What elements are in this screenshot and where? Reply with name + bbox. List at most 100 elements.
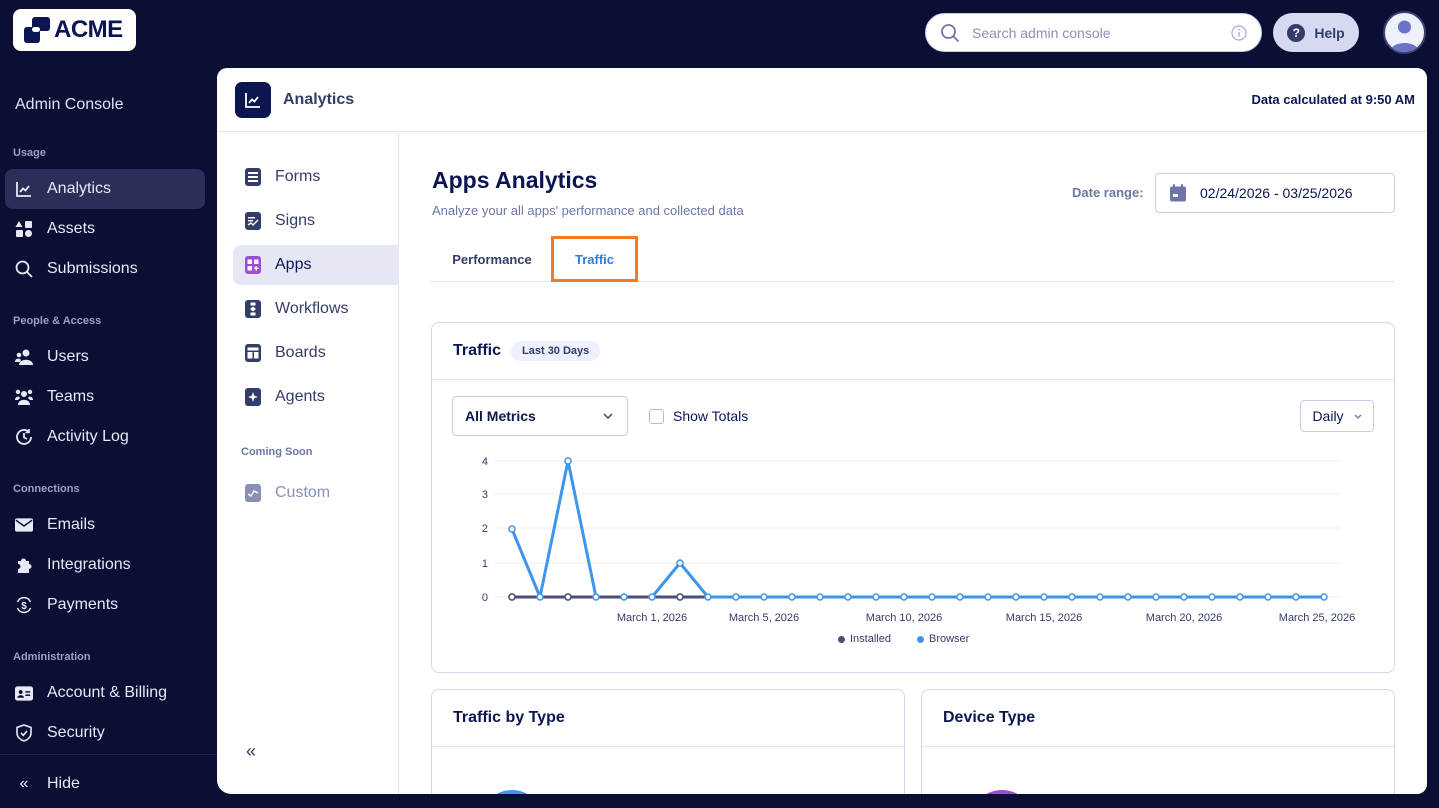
subnav-item-workflows[interactable]: Workflows xyxy=(233,289,399,329)
svg-text:March 10, 2026: March 10, 2026 xyxy=(866,612,942,624)
sign-icon xyxy=(245,212,261,230)
pie-chart-partial xyxy=(480,790,544,794)
history-icon xyxy=(15,428,33,446)
tab-traffic[interactable]: Traffic xyxy=(551,236,638,282)
sidebar-item-teams[interactable]: Teams xyxy=(5,377,205,417)
acme-logo[interactable]: ACME xyxy=(13,9,136,51)
chevron-down-icon xyxy=(1354,414,1362,419)
device-type-card: Device Type xyxy=(921,689,1395,794)
sidebar-item-label: Integrations xyxy=(47,556,131,573)
svg-text:2: 2 xyxy=(482,523,488,535)
dollar-cycle-icon: $ xyxy=(15,596,33,614)
sidebar-item-integrations[interactable]: Integrations xyxy=(5,545,205,585)
legend-browser[interactable]: Browser xyxy=(916,633,969,645)
sidebar-item-activity-log[interactable]: Activity Log xyxy=(5,417,205,457)
help-label: Help xyxy=(1314,24,1345,41)
section-connections: Connections xyxy=(13,483,80,495)
search-bar[interactable] xyxy=(925,13,1262,52)
subnav-item-apps[interactable]: Apps xyxy=(233,245,399,285)
sidebar-item-users[interactable]: Users xyxy=(5,337,205,377)
traffic-card: Traffic Last 30 Days All Metrics Show To… xyxy=(431,322,1395,673)
hide-sidebar-button[interactable]: « Hide xyxy=(5,764,205,804)
logo-text: ACME xyxy=(54,16,123,43)
form-icon xyxy=(245,168,261,186)
sidebar-item-payments[interactable]: $ Payments xyxy=(5,585,205,625)
envelope-icon xyxy=(15,516,33,534)
subnav-item-agents[interactable]: Agents xyxy=(233,377,399,417)
svg-text:1: 1 xyxy=(482,558,488,570)
analytics-subnav: Forms Signs Apps Workflows Boards Agents… xyxy=(217,133,399,794)
svg-text:March 25, 2026: March 25, 2026 xyxy=(1279,612,1355,624)
tab-performance[interactable]: Performance xyxy=(431,236,553,282)
sidebar-item-label: Users xyxy=(47,348,89,365)
legend-installed[interactable]: Installed xyxy=(838,633,891,645)
sidebar-item-emails[interactable]: Emails xyxy=(5,505,205,545)
sidebar-item-submissions[interactable]: Submissions xyxy=(5,249,205,289)
sidebar-item-security[interactable]: Security xyxy=(5,713,205,753)
svg-text:3: 3 xyxy=(482,489,488,501)
browser-dot-icon xyxy=(916,635,924,643)
logo-mark-icon xyxy=(24,17,50,43)
subnav-item-label: Workflows xyxy=(275,300,349,317)
svg-text:March 1, 2026: March 1, 2026 xyxy=(617,612,687,624)
info-icon[interactable] xyxy=(1231,24,1247,41)
card-header: Device Type xyxy=(922,690,1394,747)
sidebar-item-label: Account & Billing xyxy=(47,684,168,701)
main-panel: Analytics Data calculated at 9:50 AM For… xyxy=(217,68,1427,794)
subnav-item-label: Forms xyxy=(275,168,321,185)
shield-check-icon xyxy=(15,724,33,742)
subnav-item-boards[interactable]: Boards xyxy=(233,333,399,373)
sidebar-item-analytics[interactable]: Analytics xyxy=(5,169,205,209)
subnav-item-label: Apps xyxy=(275,256,312,273)
subnav-item-custom: Custom xyxy=(233,473,399,513)
installed-dot-icon xyxy=(838,635,845,643)
traffic-line-chart: 0 1 2 3 4 March 1, 2026 March 5, 2026 March 10,… xyxy=(482,456,1355,624)
subnav-item-forms[interactable]: Forms xyxy=(233,157,399,197)
section-usage: Usage xyxy=(13,147,47,159)
section-people-access: People & Access xyxy=(13,315,102,327)
sidebar-item-label: Submissions xyxy=(47,260,138,277)
workflow-icon xyxy=(245,300,261,318)
collapse-subnav-button[interactable]: « xyxy=(246,741,257,761)
sidebar-item-label: Assets xyxy=(47,220,96,237)
show-totals-toggle[interactable]: Show Totals xyxy=(649,408,748,424)
chart-line-icon xyxy=(15,180,33,198)
chart-legend: Installed Browser xyxy=(838,633,969,645)
page-subtitle: Analyze your all apps' performance and c… xyxy=(432,203,744,218)
sidebar-item-account-billing[interactable]: Account & Billing xyxy=(5,673,205,713)
teams-icon xyxy=(15,388,33,406)
svg-text:4: 4 xyxy=(482,456,488,468)
search-icon xyxy=(941,23,959,42)
card-title: Device Type xyxy=(943,709,1036,726)
traffic-by-type-card: Traffic by Type xyxy=(431,689,905,794)
sidebar-item-assets[interactable]: Assets xyxy=(5,209,205,249)
sidebar-item-label: Teams xyxy=(47,388,95,405)
subnav-item-label: Signs xyxy=(275,212,316,229)
analytics-app-icon xyxy=(235,81,271,118)
svg-text:0: 0 xyxy=(482,592,488,604)
show-totals-checkbox[interactable] xyxy=(649,408,664,424)
hide-label: Hide xyxy=(47,775,80,792)
interval-select[interactable]: Daily xyxy=(1300,400,1374,432)
metrics-select[interactable]: All Metrics xyxy=(452,396,628,436)
panel-title: Analytics xyxy=(283,90,355,108)
help-button[interactable]: ? Help xyxy=(1273,13,1359,52)
calendar-icon xyxy=(1170,184,1186,202)
subnav-item-label: Custom xyxy=(275,484,331,501)
avatar[interactable] xyxy=(1383,11,1426,54)
date-range-picker[interactable]: 02/24/2026 - 03/25/2026 xyxy=(1155,173,1395,213)
date-range-label: Date range: xyxy=(1072,185,1144,200)
traffic-card-title: Traffic xyxy=(453,342,502,359)
search-icon xyxy=(15,260,33,278)
search-input[interactable] xyxy=(972,24,1231,41)
legend-label: Installed xyxy=(850,633,891,645)
sidebar-item-label: Emails xyxy=(47,516,96,533)
period-chip: Last 30 Days xyxy=(511,341,601,361)
subnav-item-signs[interactable]: Signs xyxy=(233,201,399,241)
id-card-icon xyxy=(15,684,33,702)
sidebar-title: Admin Console xyxy=(15,96,124,113)
svg-text:$: $ xyxy=(21,601,27,612)
tab-label: Performance xyxy=(452,251,532,267)
card-title: Traffic by Type xyxy=(453,709,565,726)
page-title: Apps Analytics xyxy=(432,167,598,193)
